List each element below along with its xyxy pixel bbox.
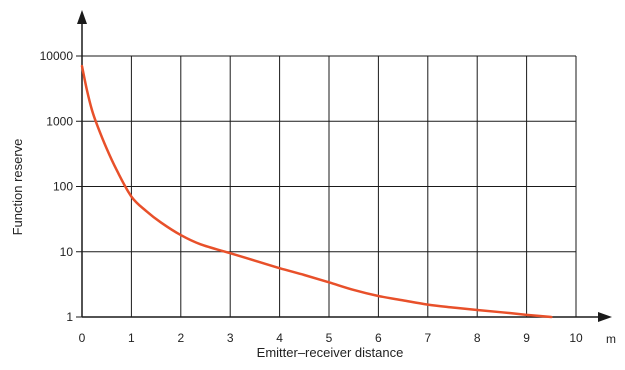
x-tick-label-10: 10	[569, 331, 583, 345]
y-tick-label-10: 10	[60, 245, 74, 259]
x-tick-label-4: 4	[276, 331, 283, 345]
x-tick-label-7: 7	[424, 331, 431, 345]
x-tick-label-6: 6	[375, 331, 382, 345]
x-axis-label: Emitter–receiver distance	[257, 345, 404, 360]
x-tick-label-8: 8	[474, 331, 481, 345]
axes	[77, 10, 612, 322]
series-layer	[80, 64, 553, 319]
x-tick-label-3: 3	[227, 331, 234, 345]
y-tick-label-1: 1	[66, 310, 73, 324]
x-axis-unit: m	[606, 332, 616, 346]
x-tick-label-1: 1	[128, 331, 135, 345]
x-axis-arrow-icon	[598, 312, 612, 322]
x-tick-label-5: 5	[326, 331, 333, 345]
x-tick-label-0: 0	[79, 331, 86, 345]
y-axis-label: Function reserve	[10, 139, 25, 236]
x-tick-label-9: 9	[523, 331, 530, 345]
grid	[76, 55, 577, 318]
y-axis-arrow-icon	[77, 10, 87, 24]
y-tick-label-10000: 10000	[40, 49, 74, 63]
x-tick-label-2: 2	[177, 331, 184, 345]
y-tick-label-1000: 1000	[46, 114, 73, 128]
y-tick-label-100: 100	[53, 180, 73, 194]
series-line-0	[80, 64, 553, 319]
